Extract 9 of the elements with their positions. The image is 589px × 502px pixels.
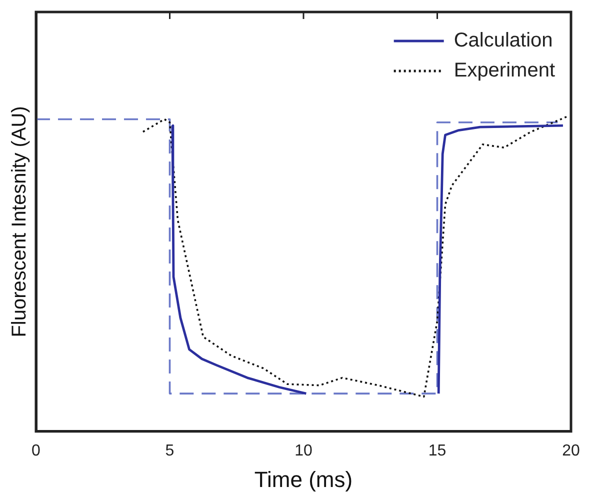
x-tick-label: 5 — [165, 442, 174, 460]
legend-label: Experiment — [454, 60, 556, 82]
x-tick-label: 10 — [294, 442, 312, 460]
legend-label: Calculation — [454, 30, 553, 52]
x-tick-label: 20 — [562, 442, 580, 460]
x-tick-label: 15 — [428, 442, 446, 460]
y-axis-title: Fluorescent Intesnity (AU) — [8, 106, 31, 338]
x-tick-label: 0 — [32, 442, 41, 460]
x-axis-title: Time (ms) — [254, 466, 353, 492]
